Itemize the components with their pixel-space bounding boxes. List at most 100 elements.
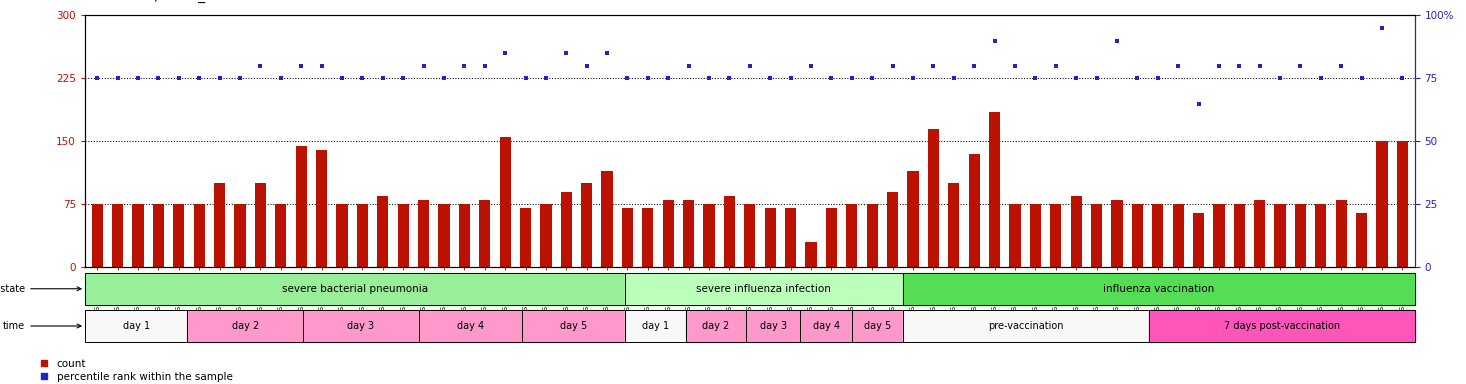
Bar (903, 310, 1149, 342)
Point (453, 63, 476, 69)
Point (126, 75, 150, 81)
Bar (1274, 204, 1286, 267)
Point (208, 75, 232, 81)
Point (1105, 38, 1129, 44)
Bar (1152, 204, 1164, 267)
Point (595, 50, 619, 56)
Point (513, 75, 537, 81)
Point (1227, 63, 1250, 69)
Point (861, 75, 884, 81)
Point (147, 75, 170, 81)
Bar (541, 204, 551, 267)
Point (1371, 25, 1394, 31)
Point (391, 75, 415, 81)
Point (1085, 75, 1108, 81)
Point (1350, 75, 1374, 81)
Bar (85, 273, 625, 305)
Point (249, 63, 273, 69)
Bar (866, 204, 878, 267)
Bar (235, 204, 246, 267)
Bar (765, 209, 776, 267)
Point (758, 75, 781, 81)
Bar (800, 310, 852, 342)
Point (1330, 63, 1353, 69)
Bar (622, 209, 633, 267)
Point (1064, 75, 1088, 81)
Bar (903, 310, 1149, 342)
Text: day 1: day 1 (123, 321, 150, 331)
Bar (1070, 196, 1082, 267)
Bar (1336, 200, 1347, 267)
Text: disease state: disease state (0, 284, 81, 294)
Point (963, 63, 987, 69)
Bar (1050, 204, 1061, 267)
Point (289, 63, 312, 69)
Bar (1149, 310, 1415, 342)
Bar (377, 196, 388, 267)
Bar (132, 204, 144, 267)
Point (902, 75, 925, 81)
Bar (303, 310, 419, 342)
Bar (438, 204, 450, 267)
Text: day 5: day 5 (863, 321, 891, 331)
Text: day 2: day 2 (702, 321, 730, 331)
Text: GDS3919 / ILMN_1669572: GDS3919 / ILMN_1669572 (85, 0, 267, 3)
Bar (152, 204, 164, 267)
Bar (317, 150, 327, 267)
Point (432, 75, 456, 81)
Bar (846, 204, 858, 267)
Point (1289, 63, 1312, 69)
Text: day 2: day 2 (232, 321, 259, 331)
Point (636, 75, 660, 81)
Text: day 1: day 1 (642, 321, 668, 331)
Point (270, 75, 293, 81)
Bar (303, 310, 419, 342)
Bar (92, 204, 103, 267)
Bar (907, 171, 919, 267)
Point (371, 75, 394, 81)
Bar (188, 310, 303, 342)
Bar (1111, 200, 1123, 267)
Point (1167, 63, 1190, 69)
Bar (214, 183, 226, 267)
Point (494, 50, 517, 56)
Point (1207, 63, 1230, 69)
Point (1309, 75, 1333, 81)
Bar (949, 183, 959, 267)
Bar (746, 310, 800, 342)
Bar (85, 310, 188, 342)
Bar (990, 112, 1000, 267)
Point (167, 75, 191, 81)
Bar (1377, 141, 1388, 267)
Bar (852, 310, 903, 342)
Bar (601, 171, 613, 267)
Text: day 3: day 3 (347, 321, 374, 331)
Bar (800, 310, 852, 342)
Point (718, 75, 742, 81)
Bar (746, 310, 800, 342)
Bar (1315, 204, 1327, 267)
Point (1146, 75, 1170, 81)
Bar (581, 183, 592, 267)
Point (309, 63, 333, 69)
Bar (276, 204, 286, 267)
Bar (336, 204, 347, 267)
Bar (1234, 204, 1245, 267)
Bar (522, 310, 625, 342)
Bar (419, 310, 522, 342)
Bar (1397, 141, 1407, 267)
Point (106, 75, 129, 81)
Bar (296, 146, 306, 267)
Point (982, 38, 1006, 44)
Text: severe bacterial pneumonia: severe bacterial pneumonia (281, 284, 428, 294)
Legend: count, percentile rank within the sample: count, percentile rank within the sample (37, 354, 237, 384)
Bar (625, 310, 686, 342)
Bar (520, 209, 531, 267)
Point (1044, 63, 1067, 69)
Bar (903, 273, 1415, 305)
Bar (1214, 204, 1224, 267)
Bar (852, 310, 903, 342)
Bar (663, 200, 674, 267)
Point (739, 63, 762, 69)
Point (229, 75, 252, 81)
